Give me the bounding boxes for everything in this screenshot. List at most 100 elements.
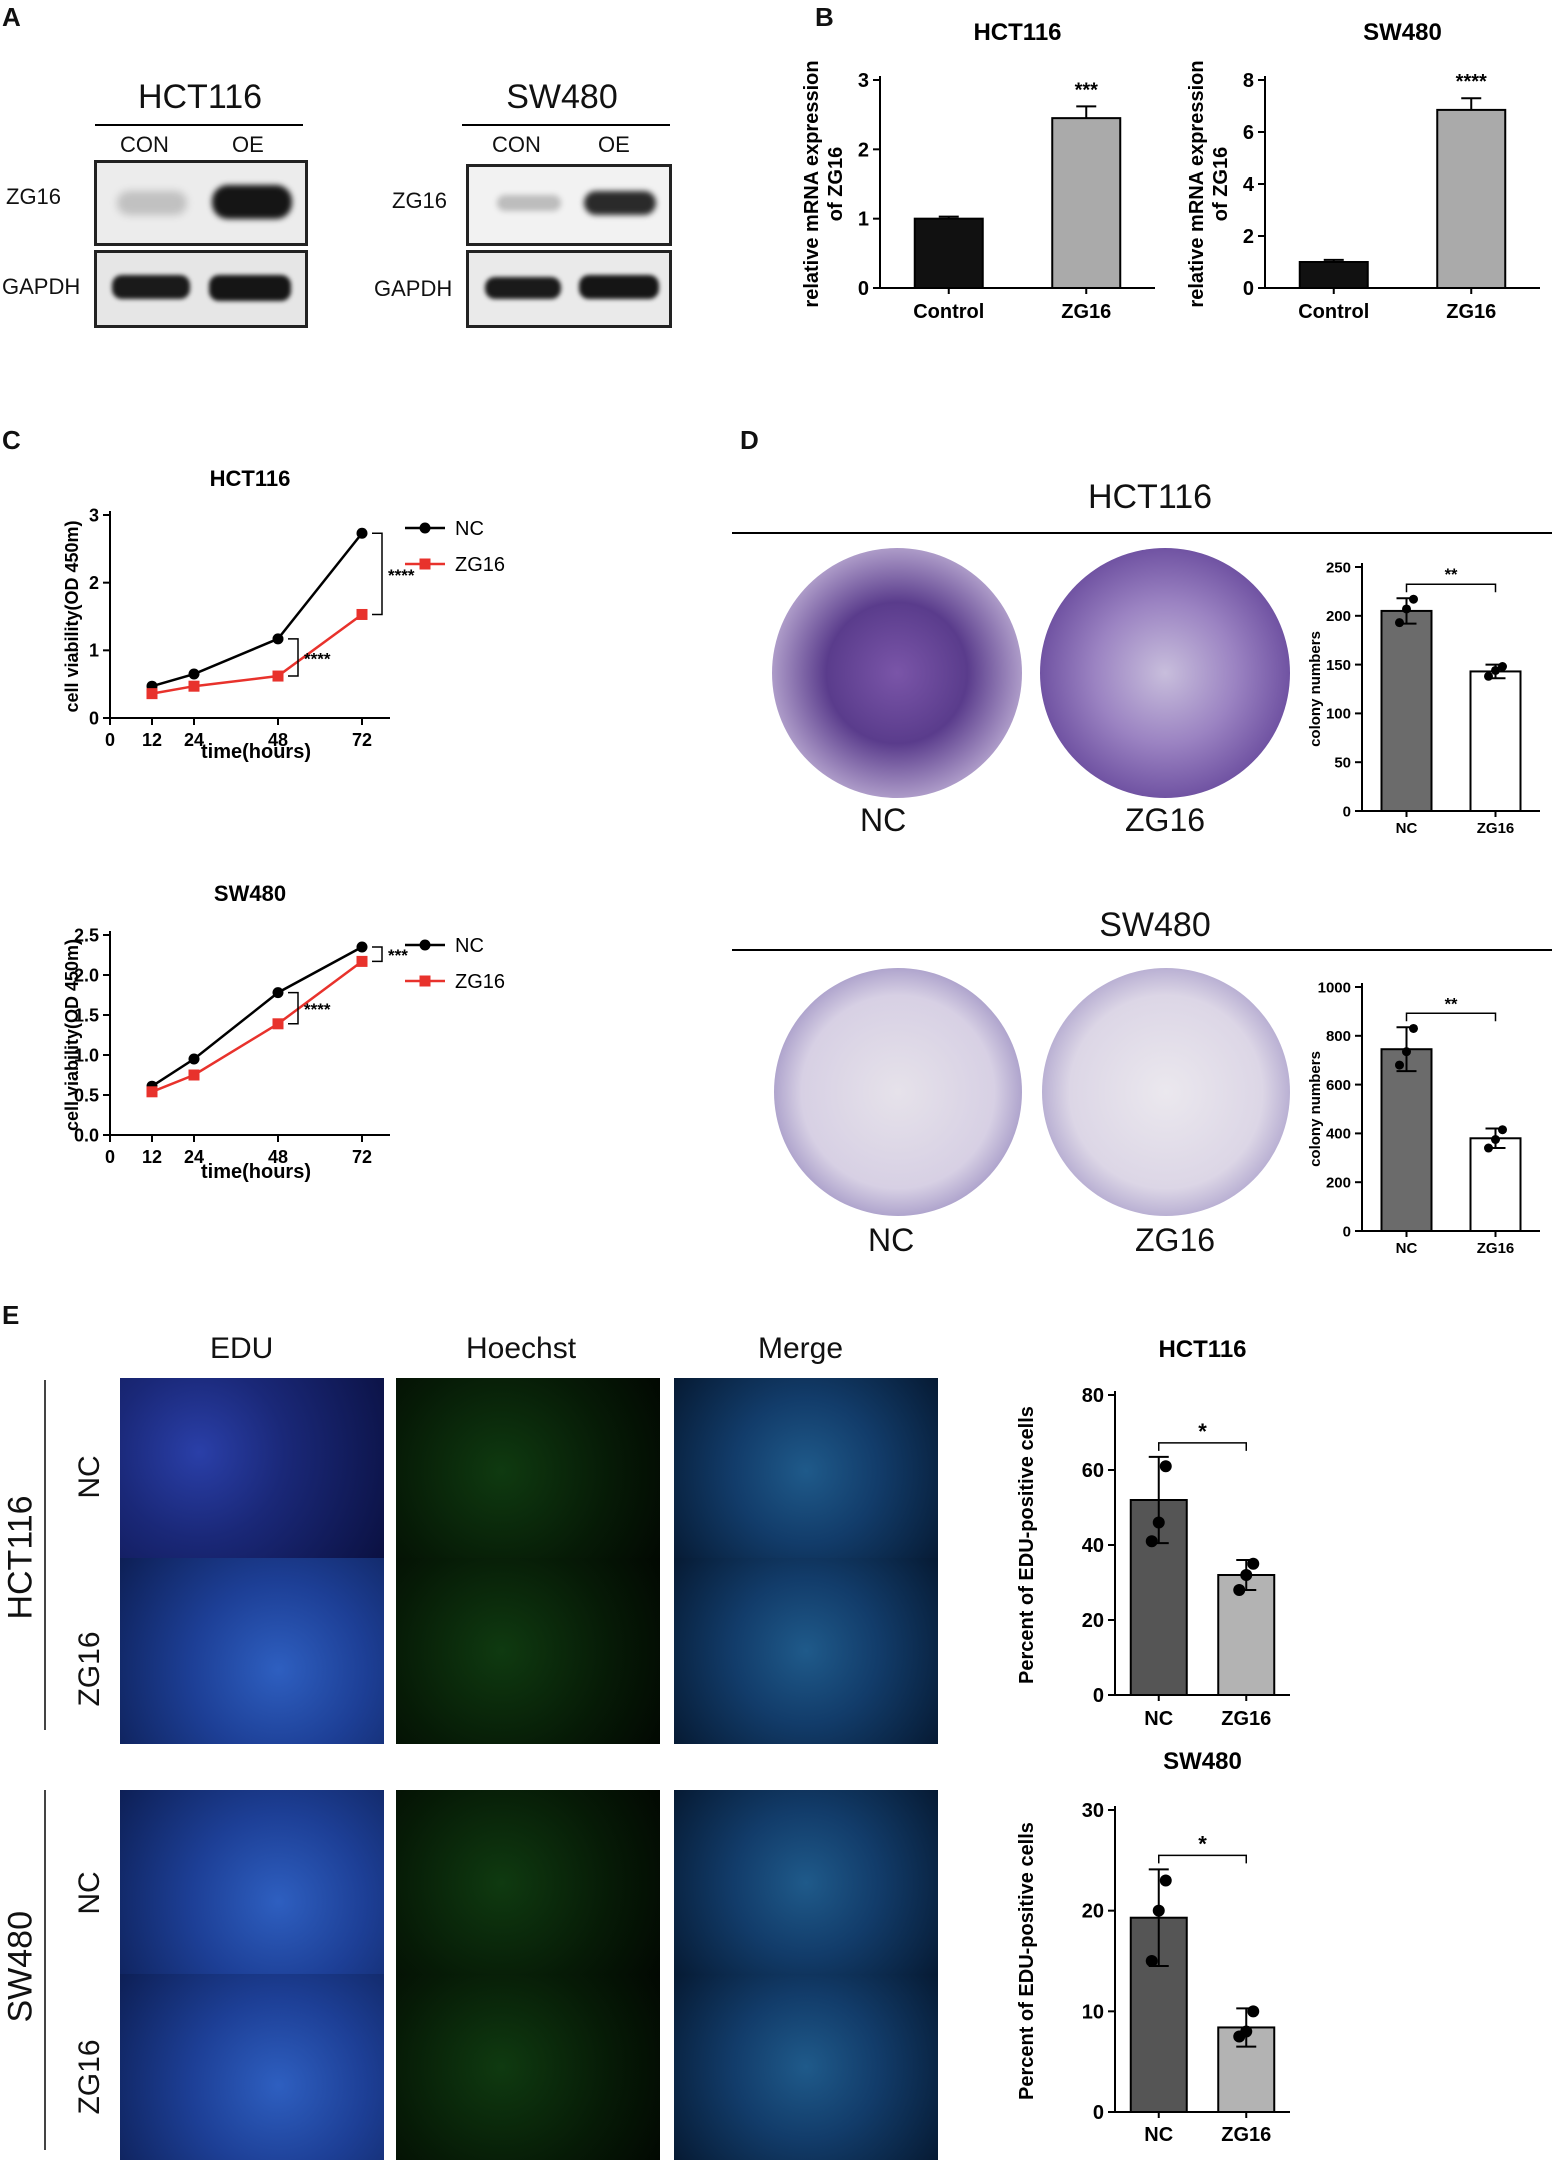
data-point <box>188 668 200 680</box>
significance-bracket <box>1405 583 1497 593</box>
row-label-zg16: ZG16 <box>73 1631 106 1707</box>
y-tick-label: 10 <box>1082 2001 1104 2023</box>
chart-b-hct116: HCT116 0 1 2 3 relative mRNA expression of ZG1… <box>801 19 1155 323</box>
x-tick-label: 48 <box>268 730 288 750</box>
lane-label-oe: OE <box>598 132 630 157</box>
significance-bracket <box>288 991 299 1025</box>
row-label-zg16: ZG16 <box>73 2039 106 2115</box>
blot-band <box>117 191 187 215</box>
group-label-sw480: SW480 <box>1 1911 40 2023</box>
blot-band <box>584 191 656 215</box>
series-line <box>151 960 363 1093</box>
bar <box>1469 670 1522 812</box>
data-point <box>1247 2005 1260 2018</box>
series-line <box>151 532 363 688</box>
data-point <box>1247 1557 1260 1570</box>
y-tick-label: 1 <box>858 209 869 231</box>
y-axis-label: relative mRNA expression <box>801 60 823 307</box>
x-tick-label: NC <box>1396 820 1418 837</box>
significance-bracket <box>1158 1854 1247 1864</box>
section-divider <box>732 532 1552 534</box>
data-point <box>188 1069 200 1081</box>
significance-bracket <box>1158 1442 1247 1451</box>
significance-label: **** <box>388 566 415 585</box>
y-tick-label: 2.0 <box>74 965 99 985</box>
micrograph-merge-zg16 <box>674 1974 938 2160</box>
data-point <box>1240 1569 1253 1581</box>
blot-zg16-sw480 <box>466 164 672 246</box>
data-point <box>1152 1516 1165 1529</box>
series-line <box>151 945 363 1088</box>
data-point <box>1240 2025 1253 2038</box>
micrograph-hoechst-zg16 <box>396 1558 660 1744</box>
data-point <box>1498 1125 1507 1135</box>
y-tick-label: 1.0 <box>74 1045 99 1065</box>
y-tick-label: 1 <box>89 641 99 661</box>
section-divider <box>732 949 1552 951</box>
x-tick-label: 48 <box>268 1147 288 1167</box>
significance-bracket <box>288 638 299 677</box>
y-tick-label: 400 <box>1326 1126 1351 1143</box>
bar <box>1380 609 1433 812</box>
micrograph-hoechst-nc <box>396 1378 660 1564</box>
x-tick-label: 24 <box>184 730 204 750</box>
significance-label: * <box>1198 1831 1207 1856</box>
data-point <box>1409 1023 1418 1033</box>
data-point <box>188 680 200 692</box>
data-point <box>1491 665 1500 675</box>
significance-bracket <box>372 946 383 963</box>
x-tick-label: ZG16 <box>1221 2124 1271 2146</box>
chart-d-hct116: 0 50 100 150 200 250 colony numbers NC ZG16 ** <box>1307 559 1540 837</box>
y-axis-label: Percent of EDU-positive cells <box>1016 1406 1038 1684</box>
y-tick-label: 0 <box>1243 278 1254 300</box>
blot-band <box>497 195 561 211</box>
y-tick-label: 30 <box>1082 1800 1104 1822</box>
bar <box>1380 1048 1433 1232</box>
blot-title-hct116: HCT116 <box>137 78 263 116</box>
row-label-nc: NC <box>73 1455 106 1499</box>
legend-label: ZG16 <box>455 971 505 993</box>
y-tick-label: 50 <box>1334 754 1351 771</box>
x-tick-label: ZG16 <box>1477 1240 1515 1257</box>
data-point <box>146 688 158 700</box>
significance-label: * <box>1198 1419 1207 1444</box>
data-point <box>1491 1135 1500 1144</box>
y-tick-label: 0 <box>1343 803 1351 820</box>
y-axis-label: Percent of EDU-positive cells <box>1016 1822 1038 2100</box>
significance-bracket <box>372 532 383 616</box>
row-label-gapdh: GAPDH <box>374 276 453 301</box>
dish-label-nc: NC <box>868 1222 915 1258</box>
data-point <box>1395 1060 1404 1070</box>
significance-label: ** <box>1445 566 1458 584</box>
chart-title: HCT116 <box>1158 1336 1246 1363</box>
blot-title-sw480: SW480 <box>506 78 618 116</box>
y-axis-label: of ZG16 <box>1210 147 1232 221</box>
data-point <box>356 941 368 953</box>
y-tick-label: 800 <box>1326 1028 1351 1045</box>
y-tick-label: 1000 <box>1318 979 1351 996</box>
legend-marker <box>419 939 431 951</box>
row-label-nc: NC <box>73 1871 106 1915</box>
y-axis-label: colony numbers <box>1307 1051 1324 1167</box>
legend-label: NC <box>455 935 484 957</box>
significance-bracket <box>1405 1012 1497 1022</box>
data-point <box>1152 1904 1165 1917</box>
section-title-hct116: HCT116 <box>1087 478 1213 516</box>
data-point <box>272 987 284 999</box>
x-tick-label: NC <box>1144 2124 1173 2146</box>
panel-label-b: B <box>815 2 834 32</box>
group-label-hct116: HCT116 <box>1 1495 40 1620</box>
y-tick-label: 3 <box>858 70 869 92</box>
micrograph-merge-nc <box>674 1378 938 1564</box>
micrograph-merge-nc <box>674 1790 938 1976</box>
y-tick-label: 8 <box>1243 70 1254 92</box>
data-point <box>1395 618 1404 628</box>
y-tick-label: 1.5 <box>74 1005 99 1025</box>
data-point <box>356 608 368 620</box>
legend-marker <box>419 975 431 987</box>
y-tick-label: 3 <box>89 505 99 525</box>
significance-label: ** <box>1445 995 1458 1013</box>
data-point <box>272 1018 284 1030</box>
